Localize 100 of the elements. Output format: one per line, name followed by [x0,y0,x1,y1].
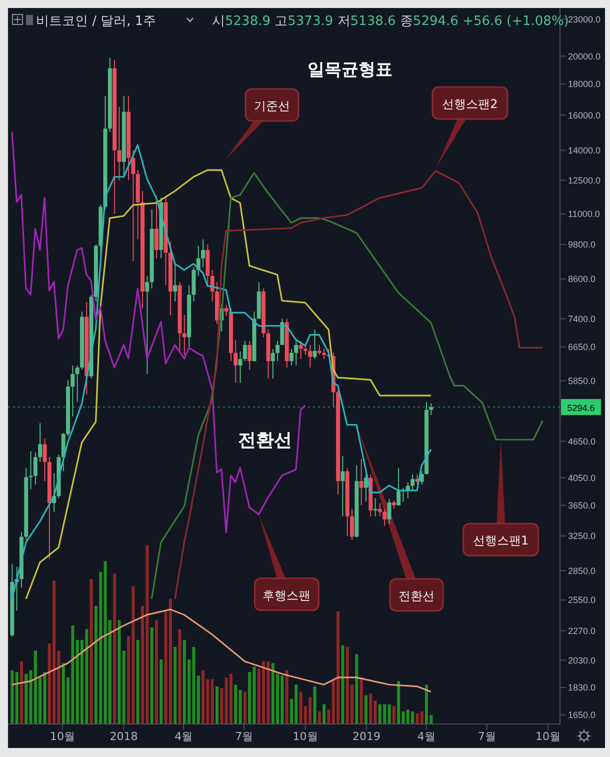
candlestick [350,508,354,540]
candlestick [201,238,206,268]
candlestick [145,275,150,375]
x-tick-label: 10월 [536,730,561,743]
y-tick-label: 11000.0 [568,209,600,220]
y-tick-label: 7400.0 [568,314,596,324]
bar [313,686,316,724]
candlestick [322,348,326,360]
candlestick [242,340,247,362]
candlestick [270,348,275,379]
bar [210,679,214,724]
bar [174,647,177,724]
x-tick-label: 7월 [235,730,254,743]
text: 시5238.9 고5373.9 저5138.6 종5294.6 +56.6 (+1.08%) [212,14,569,29]
bar [113,574,116,724]
bar [420,711,424,724]
candlestick [182,314,186,356]
bar [416,713,419,724]
bar [285,670,288,724]
y-tick-label: 12500.0 [568,175,601,186]
x-tick-label: 7월 [478,730,496,743]
bar [318,711,321,724]
candlestick [38,422,42,462]
bar [20,661,23,724]
candlestick [294,340,298,366]
bar [202,670,205,724]
bar [122,650,126,724]
candlestick [317,344,322,356]
annotation: 후행스팬 [262,588,311,602]
bar [90,579,93,724]
y-tick-label: 2270.0 [568,626,596,636]
x-tick-label: 2018 [110,730,138,743]
candlestick [70,364,75,417]
bar [341,645,344,724]
annotation: 선행스팬2 [442,97,498,111]
bar [369,694,372,724]
candlestick [234,339,238,384]
bar [178,629,182,724]
candlestick [373,498,378,517]
bar [360,677,363,724]
y-tick-label: 3650.0 [568,500,596,510]
x-tick-label: 10월 [50,730,76,743]
candlestick [276,340,280,362]
candlestick [224,304,228,316]
candlestick [308,344,312,368]
x-tick-label: 10월 [292,730,318,743]
x-tick-label: 4월 [417,730,436,743]
annotation: 전환선 [398,588,434,603]
bar [43,672,46,724]
y-tick-label: 2550.0 [568,595,596,606]
bar [374,700,377,724]
annotation: 전환선 [238,429,292,452]
candlestick [396,468,401,506]
y-tick-label: 18000.0 [568,79,601,90]
y-tick-label: 2030.0 [568,655,596,666]
bar [388,704,391,724]
y-tick-label: 1830.0 [568,682,596,693]
y-tick-label: 14000.0 [568,146,601,156]
y-tick-label: 3250.0 [568,531,596,542]
x-tick-label: 2019 [352,730,380,743]
bar [364,695,368,724]
bar [136,640,140,724]
bar [160,660,163,724]
candlestick [289,348,294,366]
y-tick-label: 8600.0 [568,274,596,284]
candlestick [248,340,252,370]
y-tick-label: 4050.0 [568,472,596,483]
bar [220,688,224,724]
candlestick [173,264,178,302]
candlestick [75,364,80,402]
bar [24,674,28,724]
candlestick [131,150,136,262]
candlestick [238,350,242,384]
candlestick [382,508,387,526]
bar [234,684,238,724]
y-tick-label: 6650.0 [568,342,596,352]
text: 일목균형표 [306,59,394,81]
candlestick [298,340,303,360]
y-tick-label: 1650.0 [568,710,596,720]
bar [397,681,400,724]
bar [229,674,232,724]
y-tick-label: 5850.0 [568,376,596,386]
annotation: 비트코인 / 달러, 1주 [36,13,156,30]
candlestick [378,502,382,517]
annotation: 선행스팬1 [472,534,529,548]
bar [118,620,121,724]
bar [216,686,218,724]
candlestick [154,194,158,259]
candlestick [410,474,415,492]
candlestick [42,438,47,482]
x-tick-label: 4월 [174,730,193,743]
y-tick-label: 4650.0 [568,436,596,447]
bar [238,690,242,724]
bar [327,710,330,724]
ref-line-label: 5294.6 [567,403,595,414]
annotation: 기준선 [254,99,290,113]
candlestick [359,458,364,506]
y-tick-label: 16000.0 [568,110,601,120]
bar [154,620,158,724]
candlestick [280,318,284,346]
